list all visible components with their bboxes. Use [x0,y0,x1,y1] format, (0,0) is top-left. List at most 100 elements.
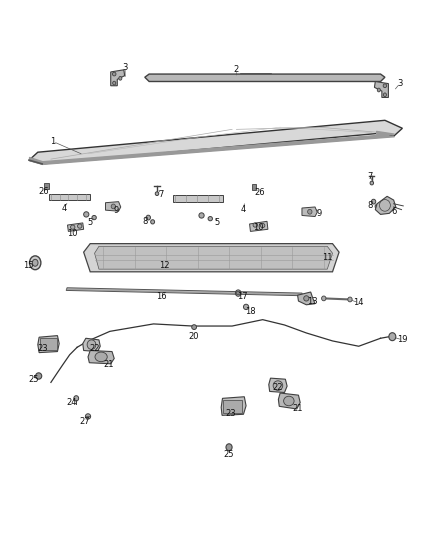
Polygon shape [250,221,268,231]
Polygon shape [374,82,389,98]
Text: 3: 3 [398,78,403,87]
Ellipse shape [244,304,249,310]
Polygon shape [83,338,100,352]
Polygon shape [106,201,121,211]
Text: 7: 7 [367,172,372,181]
Polygon shape [145,74,385,82]
Ellipse shape [119,76,122,80]
Text: 13: 13 [307,297,318,306]
Text: 7: 7 [158,190,164,199]
Ellipse shape [321,296,326,301]
Polygon shape [84,244,339,272]
Polygon shape [221,397,246,415]
Ellipse shape [35,373,42,379]
Ellipse shape [284,396,294,406]
Ellipse shape [261,223,265,228]
Text: 24: 24 [67,398,77,407]
Ellipse shape [370,181,374,185]
Text: 9: 9 [317,209,322,218]
Ellipse shape [348,297,352,302]
Text: 4: 4 [240,205,246,214]
Ellipse shape [111,204,116,209]
Ellipse shape [78,224,82,228]
Ellipse shape [71,225,75,229]
Ellipse shape [113,72,116,76]
Polygon shape [66,288,303,296]
Text: 23: 23 [38,344,48,353]
Text: 2: 2 [234,66,239,74]
Ellipse shape [29,256,41,270]
Ellipse shape [377,88,380,92]
Text: 26: 26 [254,188,265,197]
Polygon shape [67,223,84,231]
Ellipse shape [273,381,283,390]
Text: 8: 8 [142,217,148,226]
Text: 25: 25 [224,450,234,459]
Ellipse shape [307,209,312,214]
Ellipse shape [304,296,309,301]
Ellipse shape [226,444,232,451]
Text: 5: 5 [214,219,219,228]
Text: 8: 8 [367,201,372,210]
Text: 11: 11 [322,254,332,262]
Text: 21: 21 [104,360,114,369]
Ellipse shape [146,215,150,220]
Text: 10: 10 [253,223,264,232]
Text: 15: 15 [23,261,33,270]
Ellipse shape [383,93,386,96]
Polygon shape [269,378,287,392]
Text: 14: 14 [353,298,364,307]
Polygon shape [111,70,125,86]
Ellipse shape [113,81,116,85]
Polygon shape [95,246,332,269]
Ellipse shape [371,199,376,204]
Text: 1: 1 [50,137,56,146]
Polygon shape [279,393,300,409]
Bar [44,183,49,189]
Bar [223,400,242,413]
Ellipse shape [383,84,387,87]
Polygon shape [29,120,403,164]
Text: 21: 21 [292,404,303,413]
Ellipse shape [74,395,79,401]
Text: 4: 4 [61,204,67,213]
Polygon shape [297,292,315,305]
Ellipse shape [95,352,107,362]
Bar [49,193,90,200]
Text: 27: 27 [79,417,90,426]
Text: 23: 23 [226,409,236,418]
Text: 22: 22 [89,344,100,353]
Ellipse shape [92,215,96,220]
Text: 16: 16 [156,292,167,301]
Polygon shape [88,351,114,364]
Ellipse shape [151,220,155,224]
Ellipse shape [192,325,197,329]
Ellipse shape [375,204,379,208]
Ellipse shape [155,192,159,196]
Text: 6: 6 [391,207,396,216]
Polygon shape [38,336,59,353]
Bar [173,195,223,201]
Ellipse shape [389,333,396,341]
Text: 9: 9 [114,206,119,215]
Bar [252,184,256,190]
Ellipse shape [32,260,38,266]
Text: 25: 25 [28,375,39,384]
Bar [40,338,57,350]
Polygon shape [302,207,317,216]
Text: 10: 10 [67,229,78,238]
Ellipse shape [235,290,241,296]
Text: 22: 22 [273,383,283,392]
Text: 20: 20 [189,332,199,341]
Ellipse shape [84,212,89,217]
Text: 19: 19 [397,335,408,344]
Text: 17: 17 [237,292,248,301]
Text: 5: 5 [88,219,93,228]
Text: 18: 18 [245,306,256,316]
Text: 3: 3 [123,63,128,71]
Polygon shape [375,196,396,214]
Text: 26: 26 [38,187,49,196]
Ellipse shape [253,223,258,227]
Ellipse shape [85,414,91,419]
Ellipse shape [199,213,204,218]
